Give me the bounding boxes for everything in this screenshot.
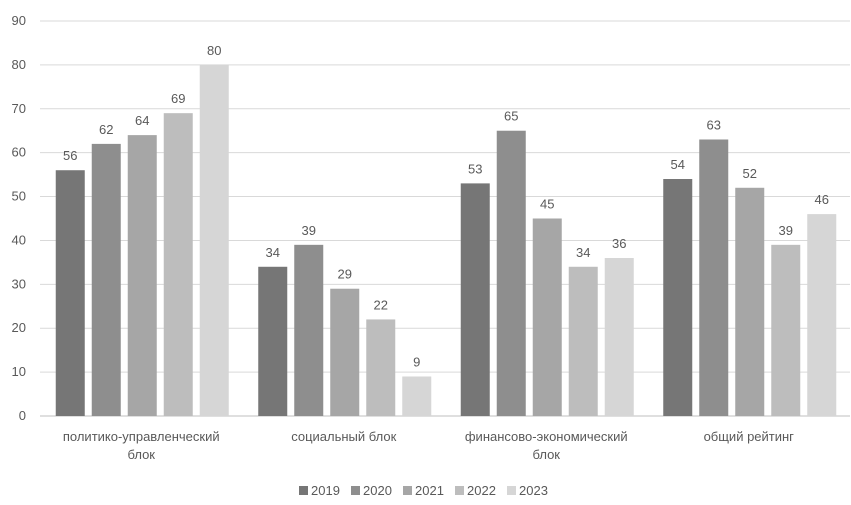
legend-label: 2020 — [363, 483, 392, 498]
category-label: блок — [532, 447, 560, 462]
data-label: 34 — [576, 245, 590, 260]
category-label: финансово-экономический — [465, 429, 628, 444]
legend-swatch — [403, 486, 412, 495]
y-tick-label: 60 — [12, 145, 26, 160]
legend-label: 2021 — [415, 483, 444, 498]
legend-label: 2023 — [519, 483, 548, 498]
data-label: 46 — [815, 192, 829, 207]
data-label: 34 — [266, 245, 280, 260]
bar — [532, 218, 562, 416]
data-label: 53 — [468, 161, 482, 176]
category-label: общий рейтинг — [704, 429, 795, 444]
bar — [460, 183, 490, 416]
y-tick-label: 50 — [12, 189, 26, 204]
bar — [735, 187, 765, 416]
legend-swatch — [507, 486, 516, 495]
data-label: 69 — [171, 91, 185, 106]
bar — [807, 214, 837, 416]
legend-swatch — [351, 486, 360, 495]
y-tick-label: 90 — [12, 13, 26, 28]
y-tick-label: 20 — [12, 320, 26, 335]
data-label: 65 — [504, 109, 518, 124]
data-label: 36 — [612, 236, 626, 251]
gridlines — [40, 20, 850, 417]
bar — [366, 319, 396, 416]
data-label: 62 — [99, 122, 113, 137]
category-label: блок — [127, 447, 155, 462]
data-label: 45 — [540, 197, 554, 212]
data-label: 9 — [413, 355, 420, 370]
data-label: 56 — [63, 148, 77, 163]
bar — [91, 143, 121, 416]
bar — [258, 266, 288, 416]
bar — [663, 179, 693, 416]
data-label: 39 — [302, 223, 316, 238]
bar — [330, 288, 360, 416]
bar — [402, 376, 432, 416]
y-tick-label: 30 — [12, 276, 26, 291]
bar — [199, 64, 229, 416]
x-axis-categories: политико-управленческий блок социальный бл… — [63, 429, 794, 462]
bar — [163, 113, 193, 417]
y-tick-label: 70 — [12, 101, 26, 116]
bar — [127, 135, 157, 416]
data-label: 52 — [743, 166, 757, 181]
bar — [294, 244, 324, 416]
y-tick-label: 10 — [12, 364, 26, 379]
category-label: политико-управленческий — [63, 429, 220, 444]
bar — [496, 130, 526, 416]
data-label: 64 — [135, 113, 149, 128]
y-tick-label: 0 — [19, 408, 26, 423]
y-tick-label: 40 — [12, 232, 26, 247]
legend-label: 2019 — [311, 483, 340, 498]
y-axis-ticks: 0 10 20 30 40 50 60 70 80 90 — [12, 13, 26, 423]
legend: 2019 2020 2021 2022 2023 — [299, 483, 548, 498]
data-label: 63 — [707, 118, 721, 133]
data-label: 22 — [374, 297, 388, 312]
data-label: 80 — [207, 43, 221, 58]
data-label: 29 — [338, 267, 352, 282]
bars — [55, 64, 837, 417]
bar — [604, 258, 634, 416]
data-labels: 56 62 64 69 80 34 39 29 22 9 53 65 45 34 36 54 63 52 39 46 — [63, 43, 829, 370]
bar — [771, 244, 801, 416]
bar — [699, 139, 729, 416]
category-label: социальный блок — [291, 429, 396, 444]
y-tick-label: 80 — [12, 57, 26, 72]
bar — [568, 266, 598, 416]
legend-swatch — [455, 486, 464, 495]
data-label: 54 — [671, 157, 685, 172]
legend-label: 2022 — [467, 483, 496, 498]
bar — [55, 170, 85, 416]
legend-swatch — [299, 486, 308, 495]
data-label: 39 — [779, 223, 793, 238]
